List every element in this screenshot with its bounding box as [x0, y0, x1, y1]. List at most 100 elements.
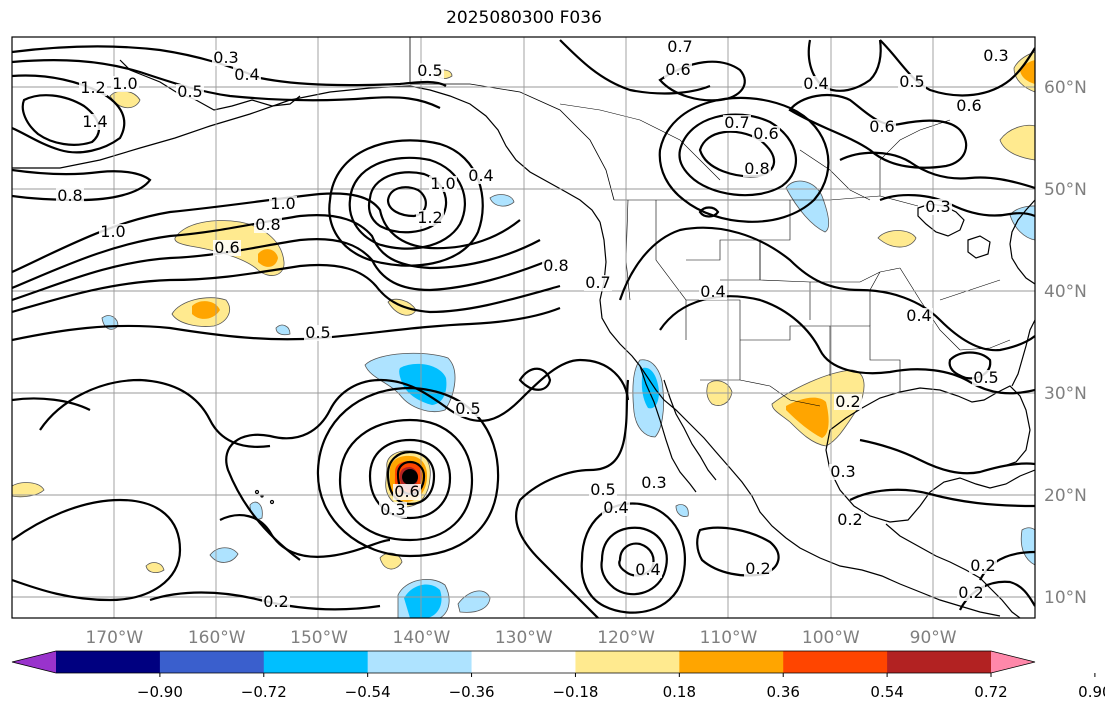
colorbar-segment [887, 651, 992, 673]
contour-label: 0.4 [906, 306, 931, 325]
contour-label-bg [233, 67, 261, 83]
contour-label: 0.6 [665, 60, 690, 79]
contour-label: 0.8 [543, 256, 568, 275]
contour-label: 0.8 [57, 186, 82, 205]
contour-label-bg [829, 464, 857, 480]
colorbar-segment [367, 651, 473, 673]
contour-label: 0.5 [899, 72, 924, 91]
negative-shade-7 [1020, 527, 1035, 566]
contour-label: 0.4 [234, 65, 259, 84]
contour-label: 0.4 [468, 166, 493, 185]
positive-shade-6 [877, 230, 917, 248]
contour-label: 1.0 [112, 74, 137, 93]
contour-label: 0.2 [958, 583, 983, 602]
contour-label: 1.0 [270, 194, 295, 213]
contour-label-bg [972, 370, 1000, 386]
lat-tick-label: 60°N [1044, 78, 1087, 98]
longitude-labels: 170°W 160°W 150°W 140°W 130°W 120°W 110°W 100°W… [85, 628, 956, 648]
map-background [12, 37, 1035, 618]
lat-tick-label: 10°N [1044, 588, 1087, 608]
lon-tick-label: 120°W [597, 628, 655, 648]
contour-label: 0.6 [214, 238, 239, 257]
colorbar-segment [575, 651, 680, 673]
contour-label-bg [957, 585, 985, 601]
contour-label-bg [429, 176, 457, 192]
contour-label-bg [589, 482, 617, 498]
contour-label-bg [905, 308, 933, 324]
contour-label: 0.2 [835, 392, 860, 411]
negative-shade-2-core [641, 367, 659, 409]
colorbar-tick-label: 0.36 [767, 683, 800, 701]
contour-label-bg [212, 50, 240, 66]
positive-shade-12 [145, 562, 165, 574]
positive-shade-7 [999, 124, 1035, 161]
contour-label: 0.5 [973, 368, 998, 387]
contour-label: 0.7 [724, 113, 749, 132]
contour-label-bg [836, 512, 864, 528]
positive-shade-1-core [258, 249, 278, 267]
colorbar-extend-min [12, 651, 56, 673]
contour-label: 0.4 [635, 560, 660, 579]
contour-label: 0.3 [983, 46, 1008, 65]
contour-label: 0.2 [745, 559, 770, 578]
colorbar-outline [11, 650, 1036, 674]
lon-tick-label: 110°W [700, 628, 758, 648]
contour-label: 0.3 [213, 48, 238, 67]
colorbar-tick-label: 0.72 [974, 683, 1007, 701]
colorbar-segment [263, 651, 369, 673]
positive-shade-4-core [786, 397, 829, 438]
colorbar [11, 650, 1036, 674]
contour-label: 0.8 [255, 215, 280, 234]
contour-label: 0.5 [590, 480, 615, 499]
contour-label: 0.5 [455, 399, 480, 418]
contour-label-bg [955, 98, 983, 114]
negative-shade-1-core [399, 363, 447, 405]
contour-label-bg [743, 161, 771, 177]
contour-label-bg [982, 48, 1010, 64]
chart-title: 2025080300 F036 [446, 8, 602, 28]
map-frame [11, 36, 1036, 619]
colorbar-tick-label: 0.90 [1078, 683, 1105, 701]
colorbar-tick-label: −0.36 [449, 683, 495, 701]
negative-shade-11 [489, 194, 515, 207]
lon-tick-label: 100°W [802, 628, 860, 648]
lon-tick-label: 130°W [495, 628, 553, 648]
coastlines [12, 37, 1035, 618]
lat-tick-label: 30°N [1044, 384, 1087, 404]
colorbar-tick-label: 0.54 [870, 683, 903, 701]
contour-label: 0.6 [956, 96, 981, 115]
contour-label-bg [723, 115, 751, 131]
contour-label: 0.3 [641, 473, 666, 492]
positive-shade-2-core [192, 301, 220, 319]
colorbar-labels: −0.90 −0.72 −0.54 −0.36 −0.18 0.18 0.36 0.54 0.7… [137, 673, 1105, 701]
colorbar-segment [159, 651, 265, 673]
contour-label: 1.4 [82, 112, 107, 131]
negative-shade-3-core [404, 584, 442, 618]
contour-label-bg [254, 217, 282, 233]
positive-shade-10 [12, 482, 45, 498]
contour-label-bg [454, 401, 482, 417]
colorbar-segment [783, 651, 888, 673]
contour-label: 1.2 [417, 208, 442, 227]
contour-label-bg [898, 74, 926, 90]
latitude-labels: 60°N 50°N 40°N 30°N 20°N 10°N [1044, 78, 1087, 608]
contour-label-bg [99, 224, 127, 240]
contour-label-bg [802, 76, 830, 92]
lon-tick-label: 90°W [910, 628, 957, 648]
contour-label: 1.2 [80, 78, 105, 97]
contour-label: 0.6 [869, 117, 894, 136]
contour-label: 1.0 [430, 174, 455, 193]
contour-label-bg [393, 484, 421, 500]
lat-tick-label: 20°N [1044, 486, 1087, 506]
contour-label-bg [262, 594, 290, 610]
contour-label-bg [924, 199, 952, 215]
contour-label-bg [81, 114, 109, 130]
contour-label-bg [666, 39, 694, 55]
colorbar-tick-label: −0.72 [241, 683, 287, 701]
colorbar-tick-label: 0.18 [663, 683, 696, 701]
contour-label-bg [664, 62, 692, 78]
colorbar-tick-label: −0.90 [137, 683, 183, 701]
contour-label: 0.4 [603, 498, 628, 517]
contour-label: 0.7 [667, 37, 692, 56]
